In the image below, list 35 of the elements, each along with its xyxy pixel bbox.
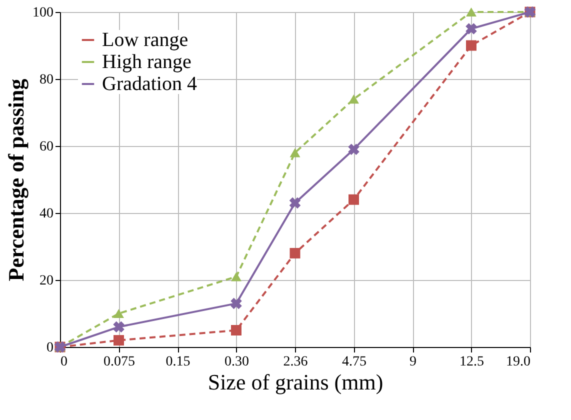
y-tick-label: 0 [46,340,54,356]
point [231,272,242,282]
point [348,144,360,155]
x-tick-label: 0 [60,354,68,370]
legend-label: Low range [102,29,188,51]
y-tick-label: 80 [40,72,54,88]
point [348,94,359,104]
point [290,248,300,258]
y-axis-title: Percentage of passing [4,78,28,282]
point [114,335,124,346]
point [114,308,124,318]
point [230,298,242,310]
y-tick-label: 40 [40,206,54,222]
x-tick-label: 4.75 [342,354,366,370]
y-tick-label: 60 [40,140,54,154]
legend-label: Gradation 4 [102,73,197,95]
x-tick-label: 12.5 [460,354,484,370]
x-axis-title: Size of grains (mm) [208,370,384,394]
x-tick-label: 19.0 [506,354,530,370]
legend-label: High range [102,51,192,73]
point [348,194,359,205]
point [290,148,300,158]
x-tick-label: 0.30 [224,354,249,370]
point [113,321,124,333]
point [466,23,477,34]
x-tick-label: 9 [410,354,416,370]
y-tick-label: 20 [40,274,54,288]
x-tick-label: 0.15 [166,354,190,370]
x-tick-label: 0.075 [104,354,135,370]
y-tick-label: 100 [32,6,54,20]
point [289,197,301,209]
point [466,40,476,51]
x-tick-label: 2.36 [283,354,308,370]
point [231,325,242,336]
point [466,7,476,17]
